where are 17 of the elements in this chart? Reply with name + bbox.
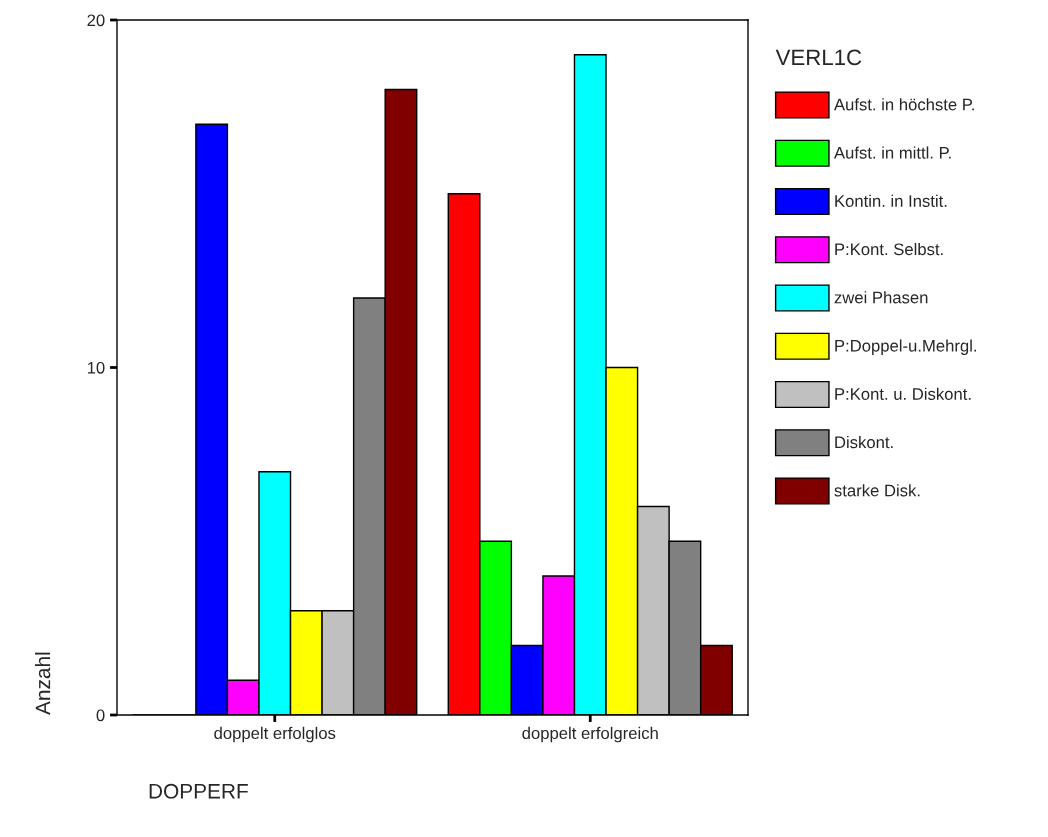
legend-label: P:Kont. Selbst. (835, 242, 943, 256)
y-tick-label: 0 (96, 709, 105, 722)
x-tick-label: doppelt erfolgreich (522, 726, 658, 743)
legend-label: Aufst. in mittl. P. (833, 146, 951, 159)
legend-label: Kontin. in Instit. (835, 194, 947, 207)
legend-label: zwei Phasen (834, 291, 928, 304)
x-tick-label: doppelt erfolglos (214, 726, 336, 743)
legend-label: starke Disk. (834, 484, 920, 497)
y-tick-label: 10 (87, 361, 105, 374)
x-axis-title: DOPPERF (149, 783, 248, 799)
y-tick-label: 20 (87, 14, 105, 27)
legend-label: Diskont. (835, 435, 893, 449)
legend-label: Aufst. in höchste P. (833, 98, 974, 111)
legend-title: VERL1C (775, 49, 862, 66)
y-axis-title: Anzahl (35, 652, 51, 715)
legend-label: P:Kont. u. Diskont. (835, 387, 971, 400)
legend-label: P:Doppel-u.Mehrgl. (835, 339, 977, 355)
